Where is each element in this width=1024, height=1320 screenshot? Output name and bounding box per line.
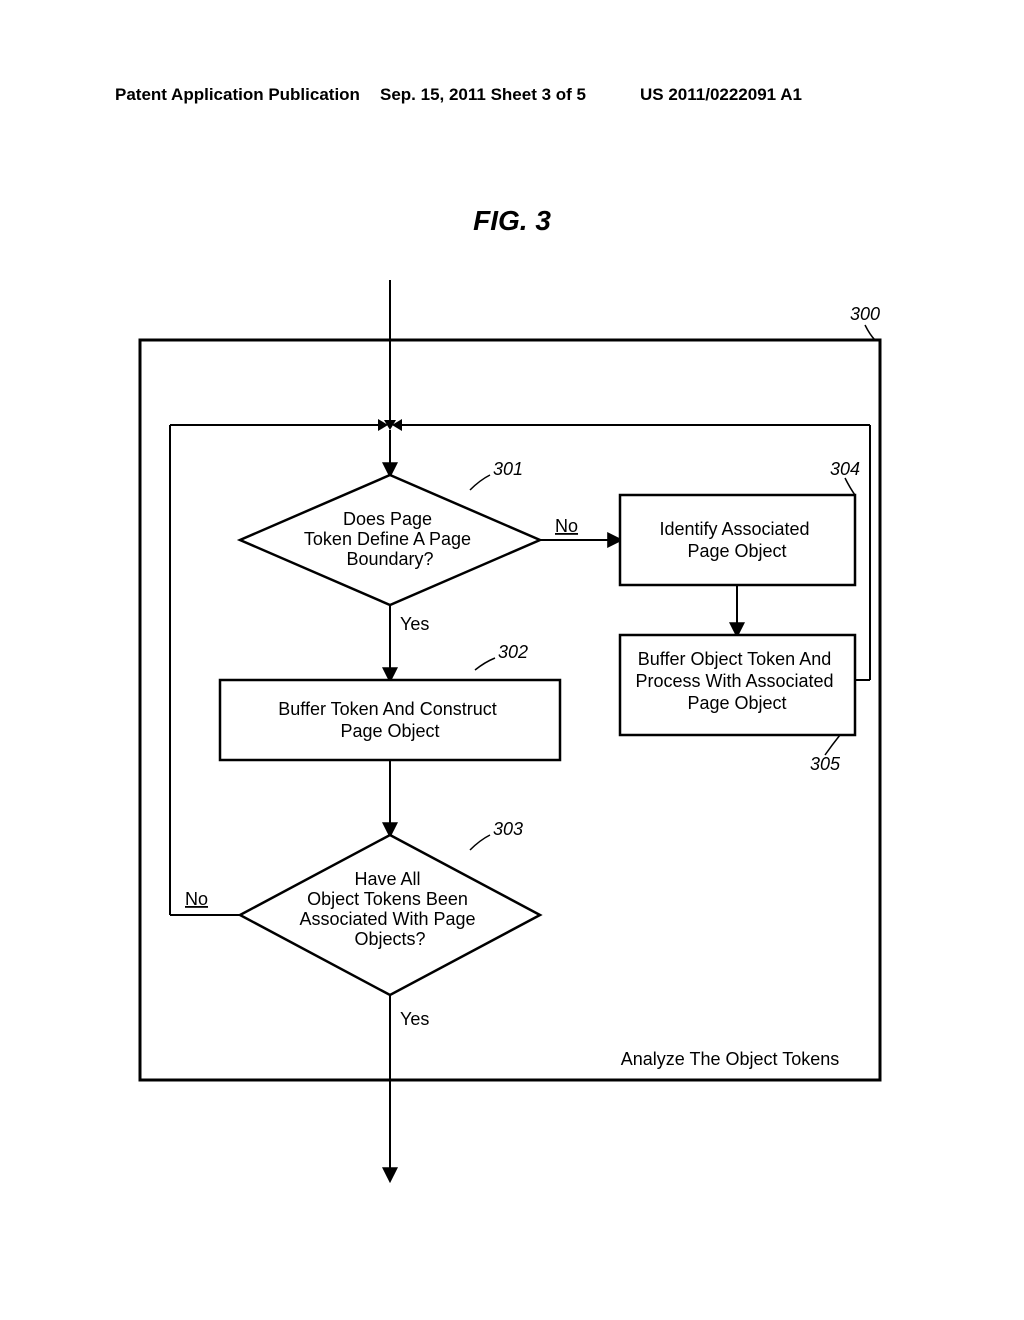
label-no-303: No [185,889,208,909]
ref-302: 302 [498,642,528,662]
page: Patent Application Publication Sep. 15, … [0,0,1024,1320]
leader-300 [865,325,875,340]
ref-305: 305 [810,754,841,774]
analyze-label: Analyze The Object Tokens [621,1049,839,1069]
header-left: Patent Application Publication [115,85,360,105]
figure-label: FIG. 3 [0,205,1024,237]
ref-303: 303 [493,819,523,839]
ref-301: 301 [493,459,523,479]
leader-304 [845,478,855,495]
leader-305 [825,735,840,755]
leader-301 [470,475,490,490]
process-302 [220,680,560,760]
ref-300: 300 [850,304,880,324]
ref-304: 304 [830,459,860,479]
label-no-301: No [555,516,578,536]
header-right: US 2011/0222091 A1 [640,85,802,105]
label-yes-303: Yes [400,1009,429,1029]
header-center: Sep. 15, 2011 Sheet 3 of 5 [380,85,586,105]
leader-303 [470,835,490,850]
flowchart: 300 Does Page Token Define A Page Bounda… [110,280,910,1200]
label-yes-301: Yes [400,614,429,634]
leader-302 [475,658,495,670]
process-304 [620,495,855,585]
